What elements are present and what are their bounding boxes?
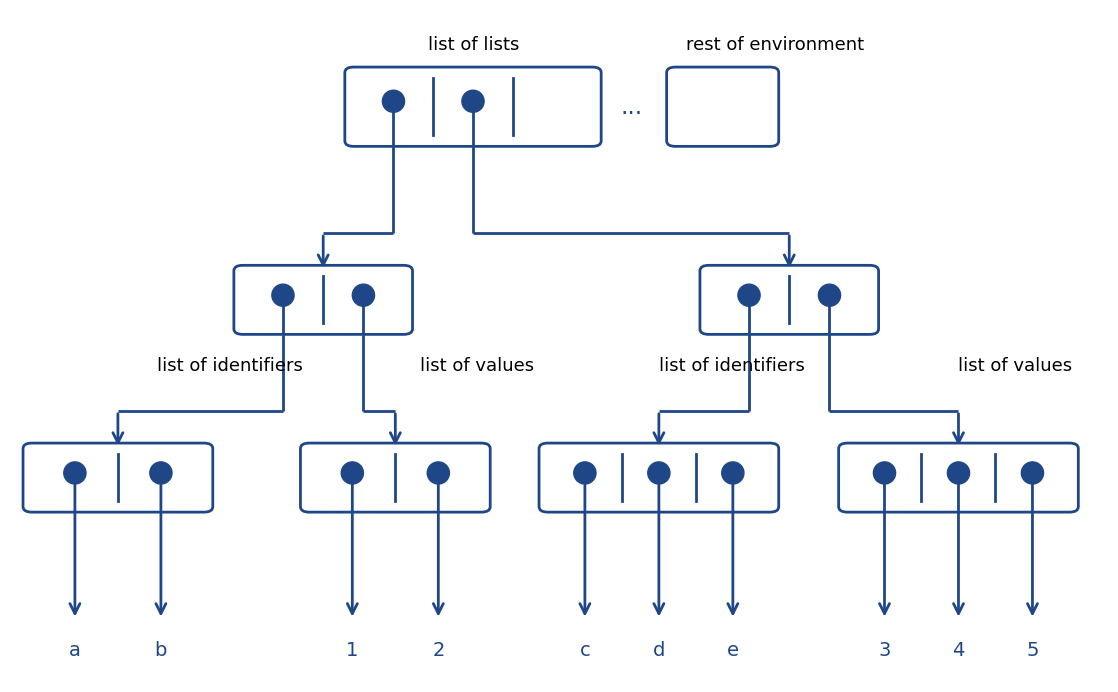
Ellipse shape [352, 284, 375, 307]
Ellipse shape [272, 284, 294, 307]
Text: d: d [653, 641, 665, 659]
FancyBboxPatch shape [666, 67, 779, 147]
Ellipse shape [818, 284, 841, 307]
Text: list of values: list of values [958, 356, 1072, 374]
Ellipse shape [64, 462, 86, 484]
Ellipse shape [427, 462, 449, 484]
Ellipse shape [574, 462, 596, 484]
Ellipse shape [1022, 462, 1043, 484]
Text: 2: 2 [433, 641, 445, 659]
Ellipse shape [382, 90, 405, 112]
Text: 4: 4 [953, 641, 965, 659]
FancyBboxPatch shape [344, 67, 601, 147]
Ellipse shape [647, 462, 670, 484]
Ellipse shape [341, 462, 363, 484]
FancyBboxPatch shape [234, 265, 413, 334]
Ellipse shape [722, 462, 743, 484]
Text: rest of environment: rest of environment [686, 36, 864, 54]
Text: list of lists: list of lists [428, 36, 519, 54]
Text: b: b [154, 641, 167, 659]
Ellipse shape [873, 462, 896, 484]
Ellipse shape [462, 90, 484, 112]
Ellipse shape [150, 462, 172, 484]
Text: a: a [69, 641, 80, 659]
Text: list of identifiers: list of identifiers [659, 356, 805, 374]
Text: e: e [727, 641, 739, 659]
Text: c: c [579, 641, 590, 659]
Text: ...: ... [620, 95, 642, 119]
Text: 1: 1 [347, 641, 359, 659]
FancyBboxPatch shape [539, 443, 779, 512]
FancyBboxPatch shape [23, 443, 212, 512]
Text: 3: 3 [879, 641, 891, 659]
Text: 5: 5 [1026, 641, 1039, 659]
Text: list of values: list of values [420, 356, 534, 374]
FancyBboxPatch shape [838, 443, 1079, 512]
Ellipse shape [738, 284, 760, 307]
FancyBboxPatch shape [700, 265, 879, 334]
FancyBboxPatch shape [301, 443, 490, 512]
Ellipse shape [947, 462, 969, 484]
Text: list of identifiers: list of identifiers [158, 356, 303, 374]
